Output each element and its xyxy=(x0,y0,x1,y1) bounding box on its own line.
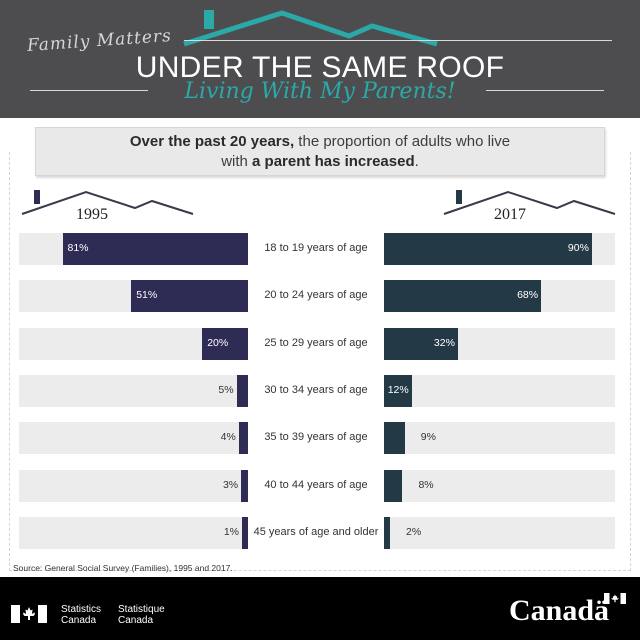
house-roof-icon-right xyxy=(443,190,616,215)
value-label-2017: 90% xyxy=(567,242,589,254)
bar-track-1995: 1% xyxy=(19,516,248,549)
chart-row: 1% 45 years of age and older 2% xyxy=(0,516,640,549)
bar-1995 xyxy=(241,469,248,502)
bar-track-2017: 2% xyxy=(384,516,615,549)
series-label-2017: 2017 xyxy=(494,206,526,223)
bar-track-1995: 5% xyxy=(19,374,248,407)
agency-en-line1: Statistics xyxy=(61,604,102,615)
chart-row: 20% 25 to 29 years of age 32% xyxy=(0,327,640,360)
headline-box: Over the past 20 years, the proportion o… xyxy=(35,127,605,176)
canada-wordmark: Canadä xyxy=(509,594,610,627)
value-label-1995: 20% xyxy=(207,336,229,349)
source-note: Source: General Social Survey (Families)… xyxy=(13,563,233,573)
bar-2017 xyxy=(384,280,542,313)
bar-1995 xyxy=(238,422,248,455)
bar-track-1995: 51% xyxy=(19,280,248,313)
headline-text-2: with xyxy=(221,153,253,170)
value-label-1995: 51% xyxy=(136,289,158,302)
bar-track-2017: 68% xyxy=(384,280,615,313)
value-label-2017: 9% xyxy=(420,431,436,444)
chart-row: 81% 18 to 19 years of age 90% xyxy=(0,233,640,265)
bar-2017 xyxy=(384,374,412,407)
agency-name-fr: Statistique Canada xyxy=(118,604,165,626)
category-label: 25 to 29 years of age xyxy=(264,336,368,349)
chart-row: 5% 30 to 34 years of age 12% xyxy=(0,374,640,407)
bar-track-2017: 9% xyxy=(384,422,615,455)
bar-track-1995: 4% xyxy=(19,422,248,455)
bar-2017 xyxy=(384,233,592,265)
value-label-2017: 12% xyxy=(387,383,409,396)
value-label-2017: 68% xyxy=(517,289,539,302)
chart-row: 3% 40 to 44 years of age 8% xyxy=(0,469,640,502)
value-label-2017: 2% xyxy=(406,525,422,538)
value-label-2017: 32% xyxy=(433,336,455,349)
header-banner: Family Matters UNDER THE SAME ROOF Livin… xyxy=(0,0,640,118)
headline-text-3: . xyxy=(414,153,419,170)
headline-text-1: the proportion of adults who live xyxy=(294,133,511,150)
category-label: 45 years of age and older xyxy=(253,525,379,538)
value-label-1995: 1% xyxy=(223,525,239,538)
agency-en-line2: Canada xyxy=(61,615,97,626)
series-label-1995: 1995 xyxy=(76,206,108,223)
headline-bold-2: a parent has increased xyxy=(252,153,415,170)
agency-fr-line2: Canada xyxy=(118,615,154,626)
wordmark-flag-icon xyxy=(604,593,626,604)
page-subtitle: Living With My Parents! xyxy=(184,79,456,104)
bar-2017 xyxy=(384,469,403,502)
canada-flag-icon xyxy=(11,605,47,623)
footer-bar xyxy=(0,577,640,640)
page-title: UNDER THE SAME ROOF xyxy=(135,51,505,84)
headline-bold-1: Over the past 20 years, xyxy=(129,133,295,150)
bar-2017 xyxy=(384,516,390,549)
agency-fr-line1: Statistique xyxy=(118,604,165,615)
value-label-1995: 5% xyxy=(218,383,234,396)
bar-1995 xyxy=(62,233,248,265)
house-roof-icon xyxy=(183,10,438,47)
value-label-2017: 8% xyxy=(418,478,434,491)
bar-1995 xyxy=(202,327,248,360)
house-roof-icon-left xyxy=(21,190,194,215)
bar-track-1995: 81% xyxy=(19,233,248,265)
bar-1995 xyxy=(131,280,248,313)
bar-track-1995: 20% xyxy=(19,327,248,360)
bar-2017 xyxy=(384,327,458,360)
agency-name-en: Statistics Canada xyxy=(61,604,101,626)
value-label-1995: 3% xyxy=(222,478,239,491)
bar-track-2017: 12% xyxy=(384,374,615,407)
chart-row: 51% 20 to 24 years of age 68% xyxy=(0,280,640,313)
category-label: 35 to 39 years of age xyxy=(264,431,368,444)
bar-track-1995: 3% xyxy=(19,469,248,502)
bar-track-2017: 8% xyxy=(384,469,615,502)
bar-1995 xyxy=(236,374,248,407)
value-label-1995: 4% xyxy=(220,431,236,444)
bar-track-2017: 32% xyxy=(384,327,615,360)
chart-row: 4% 35 to 39 years of age 9% xyxy=(0,422,640,455)
value-label-1995: 81% xyxy=(67,242,89,254)
chart-panel xyxy=(9,152,631,571)
category-label: 20 to 24 years of age xyxy=(264,289,368,302)
bar-2017 xyxy=(384,422,405,455)
category-label: 18 to 19 years of age xyxy=(264,242,368,254)
bar-1995 xyxy=(242,516,248,549)
bar-track-2017: 90% xyxy=(384,233,615,265)
category-label: 30 to 34 years of age xyxy=(264,383,368,396)
category-label: 40 to 44 years of age xyxy=(264,478,368,491)
